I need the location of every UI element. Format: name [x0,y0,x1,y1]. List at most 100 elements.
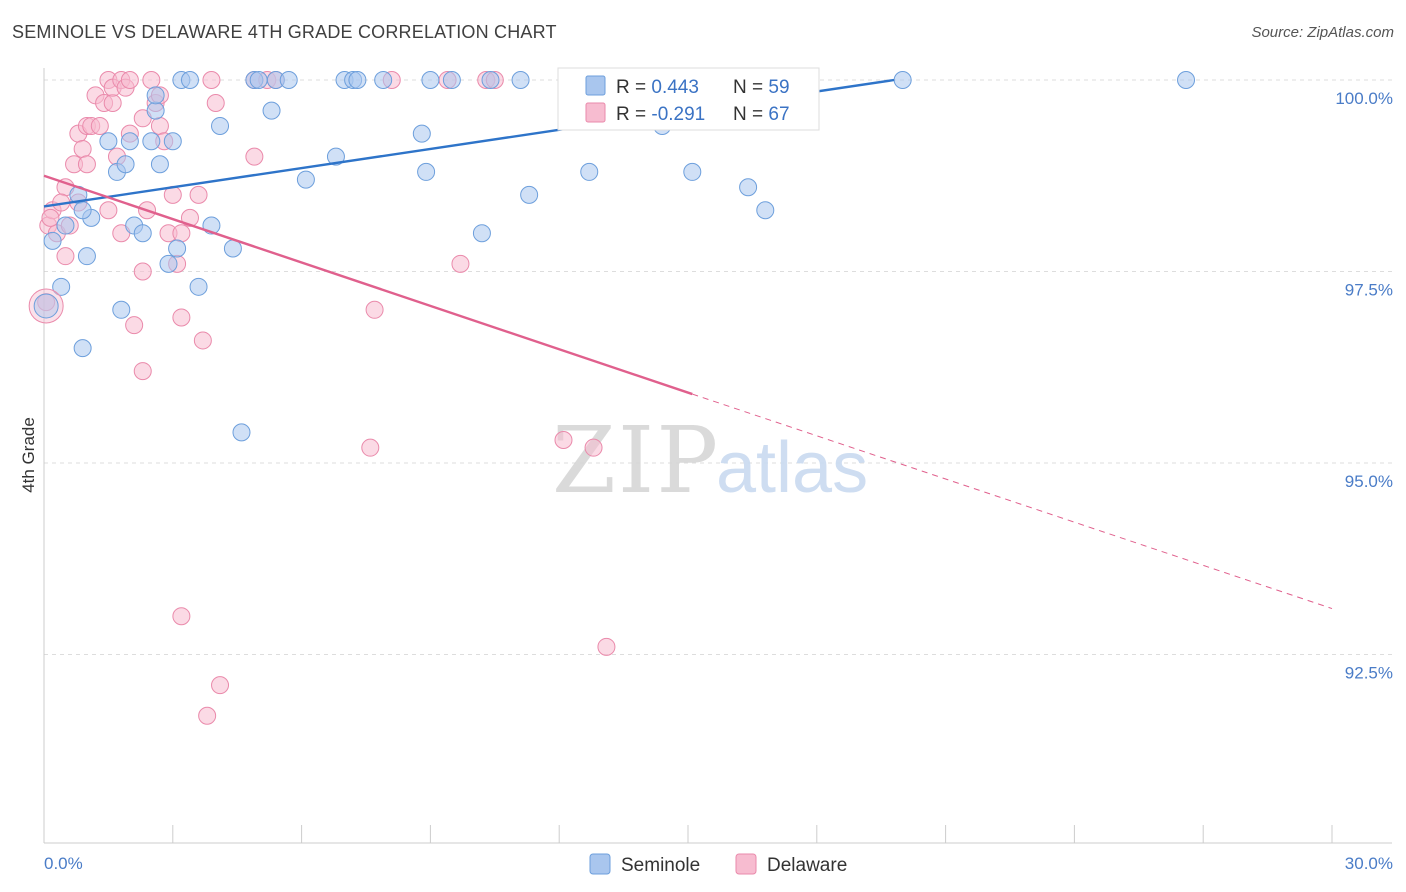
seminole-swatch [585,75,606,96]
seminole-point [481,71,500,89]
delaware-point [189,185,208,204]
delaware-n-label: N = [733,104,768,125]
seminole-point [56,216,75,235]
x-tick-labels: 0.0% 30.0% [44,854,1393,873]
seminole-point [142,132,161,151]
legend-seminole-label: Seminole [621,855,700,876]
delaware-point [77,155,96,174]
delaware-point [202,71,221,89]
seminole-point [133,224,152,243]
legend-delaware-label: Delaware [767,855,847,876]
y-tick-label: 97.5% [1345,281,1393,300]
seminole-point [168,239,187,258]
trend-lines [43,78,1333,610]
delaware-swatch [585,102,606,123]
seminole-point [683,162,702,181]
legend-seminole-swatch [589,853,611,875]
seminole-point [146,86,165,105]
source-label: Source: ZipAtlas.com [1251,24,1394,41]
watermark: ZIP atlas [552,407,868,514]
scatter-points [28,71,1196,725]
seminole-point [296,170,315,189]
delaware-r-label: R = [616,104,651,125]
seminole-point [739,178,758,197]
delaware-point [597,637,616,656]
seminole-point [511,71,530,89]
seminole-point [417,162,436,181]
delaware-point [90,116,109,135]
seminole-n-value: 59 [768,77,789,98]
legend-delaware-swatch [735,853,757,875]
seminole-point [262,101,281,120]
seminole-point [374,71,393,89]
delaware-point [198,706,217,725]
seminole-point [180,71,199,89]
delaware-point [150,116,169,135]
seminole-point [112,300,131,319]
y-tick-labels: 92.5% 95.0% 97.5% 100.0% [1335,89,1393,683]
seminole-point [116,155,135,174]
svg-text:R = -0.291: R = -0.291 [616,104,705,125]
y-tick-label: 95.0% [1345,472,1393,491]
delaware-point [41,208,60,227]
watermark-atlas: atlas [716,428,868,508]
seminole-point [120,132,139,151]
seminole-point [421,71,440,89]
delaware-point [142,71,161,89]
delaware-point [365,300,384,319]
seminole-point [43,231,62,250]
seminole-point [163,132,182,151]
delaware-point [120,71,139,89]
delaware-point [245,147,264,166]
seminole-point [1177,71,1196,89]
delaware-point [125,316,144,335]
svg-text:R = 0.443: R = 0.443 [616,77,699,98]
seminole-point [348,71,367,89]
x-tick-label: 30.0% [1345,854,1393,873]
delaware-point [56,247,75,266]
delaware-point [554,431,573,450]
x-tick-label: 0.0% [44,854,83,873]
seminole-point [520,185,539,204]
seminole-point [326,147,345,166]
delaware-trend-line [43,174,693,396]
seminole-point [99,132,118,151]
seminole-cluster-point [33,293,59,319]
delaware-point [211,676,230,695]
delaware-point [172,308,191,327]
seminole-point [893,71,912,89]
delaware-point [133,362,152,381]
correlation-legend: R = 0.443 N = 59 R = -0.291 N = 67 [557,67,820,131]
watermark-zip: ZIP [552,407,720,514]
seminole-point [412,124,431,143]
seminole-n-label: N = [733,77,768,98]
seminole-point [146,101,165,120]
svg-text:N = 67: N = 67 [733,104,790,125]
delaware-point [361,438,380,457]
seminole-r-value: 0.443 [651,77,699,98]
seminole-point [232,423,251,442]
seminole-point [472,224,491,243]
chart-title: SEMINOLE VS DELAWARE 4TH GRADE CORRELATI… [12,22,557,42]
gridlines [44,79,1392,655]
axes [43,68,1392,844]
seminole-point [211,116,230,135]
delaware-point [133,262,152,281]
delaware-point [584,438,603,457]
seminole-point [249,71,268,89]
delaware-trend-extension [692,393,1333,610]
y-axis-title: 4th Grade [19,417,38,493]
seminole-point [189,277,208,296]
delaware-point [193,331,212,350]
seminole-point [77,247,96,266]
y-tick-label: 100.0% [1335,89,1393,108]
seminole-point [52,277,71,296]
seminole-point [150,155,169,174]
delaware-point [73,139,92,158]
seminole-point [279,71,298,89]
delaware-point [99,201,118,220]
seminole-point [73,201,92,220]
seminole-point [73,339,92,358]
seminole-point [442,71,461,89]
